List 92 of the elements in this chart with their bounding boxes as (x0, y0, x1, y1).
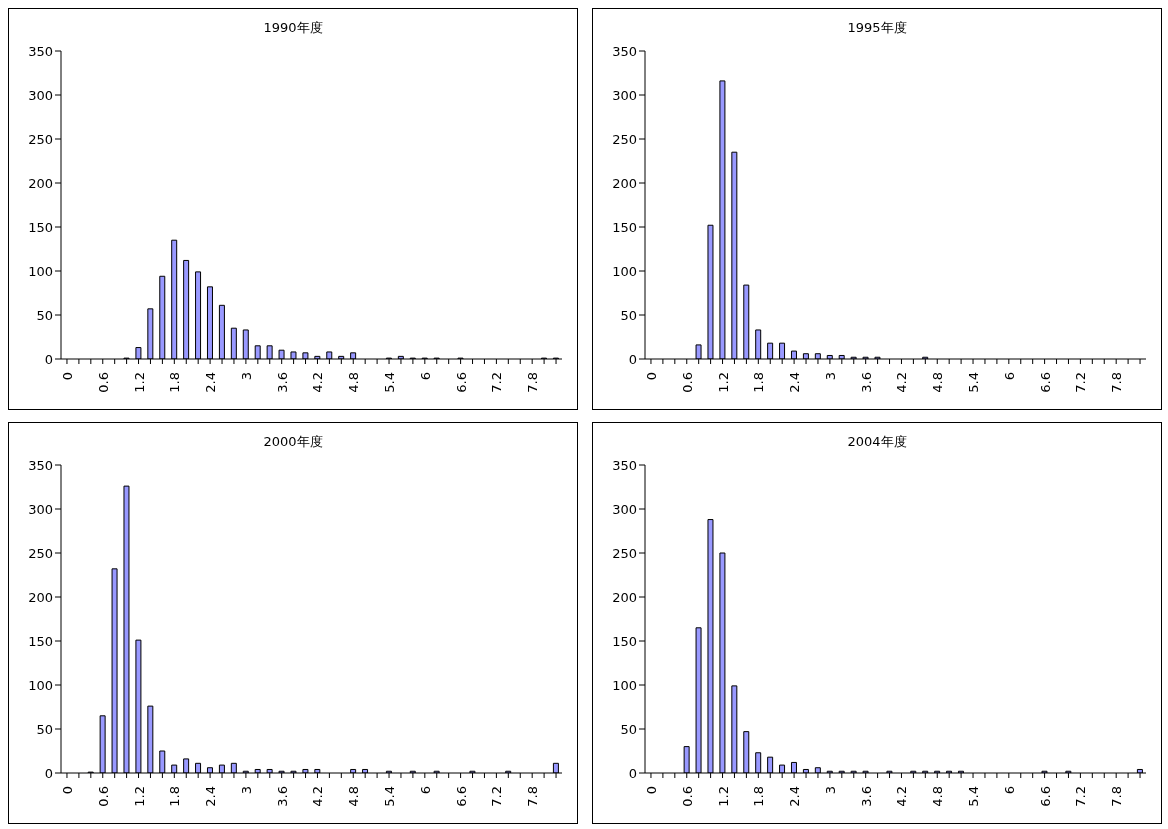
x-tick-label: 1.2 (131, 372, 147, 393)
x-tick-label: 4.8 (346, 372, 362, 393)
y-tick-label: 0 (44, 765, 53, 781)
x-tick-label: 2.4 (787, 372, 803, 393)
x-tick-label: 0.6 (95, 372, 111, 393)
x-tick-label: 0 (59, 372, 75, 381)
x-tick-label: 7.8 (1109, 786, 1125, 807)
x-tick-label: 3.6 (274, 786, 290, 807)
chart-title: 1990年度 (262, 19, 324, 37)
x-tick-label: 2.4 (787, 786, 803, 807)
y-tick-label: 150 (612, 219, 637, 235)
y-tick-label: 150 (612, 633, 637, 649)
x-tick-label: 5.4 (382, 372, 398, 393)
y-tick-label: 50 (620, 721, 637, 737)
x-tick-label: 6 (1001, 786, 1017, 795)
x-tick-label: 7.8 (1109, 372, 1125, 393)
x-tick-label: 0 (643, 372, 659, 381)
y-tick-label: 0 (44, 351, 53, 367)
x-tick-label: 6 (1001, 372, 1017, 381)
y-tick-label: 200 (612, 175, 637, 191)
y-tick-label: 50 (36, 307, 53, 323)
y-tick-label: 100 (612, 263, 637, 279)
x-tick-label: 6.6 (453, 786, 469, 807)
x-tick-label: 1.8 (167, 372, 183, 393)
x-tick-label: 3.6 (858, 786, 874, 807)
y-tick-label: 150 (28, 219, 53, 235)
x-tick-label: 7.2 (1073, 372, 1089, 393)
y-tick-label: 100 (28, 263, 53, 279)
y-tick-label: 100 (612, 677, 637, 693)
x-tick-label: 3 (238, 372, 254, 381)
x-tick-label: 4.2 (310, 786, 326, 807)
x-tick-label: 0.6 (679, 786, 695, 807)
y-tick-label: 350 (28, 43, 53, 59)
y-tick-label: 200 (612, 589, 637, 605)
x-tick-label: 6.6 (1037, 372, 1053, 393)
x-tick-label: 6 (417, 786, 433, 795)
x-tick-label: 4.8 (930, 786, 946, 807)
y-tick-label: 300 (612, 87, 637, 103)
y-tick-label: 350 (612, 457, 637, 473)
x-tick-label: 7.2 (489, 372, 505, 393)
x-tick-label: 7.8 (525, 786, 541, 807)
x-tick-label: 5.4 (966, 786, 982, 807)
x-tick-label: 2.4 (203, 372, 219, 393)
x-tick-label: 5.4 (382, 786, 398, 807)
y-tick-label: 250 (612, 131, 637, 147)
x-tick-label: 1.8 (751, 372, 767, 393)
x-tick-label: 3 (822, 786, 838, 795)
y-tick-label: 350 (612, 43, 637, 59)
y-tick-label: 0 (628, 351, 637, 367)
x-tick-label: 4.8 (346, 786, 362, 807)
x-tick-label: 0.6 (95, 786, 111, 807)
x-tick-label: 4.2 (310, 372, 326, 393)
y-tick-label: 50 (36, 721, 53, 737)
x-tick-label: 7.2 (1073, 786, 1089, 807)
y-tick-label: 150 (28, 633, 53, 649)
x-tick-label: 0 (643, 786, 659, 795)
x-tick-label: 2.4 (203, 786, 219, 807)
x-tick-label: 4.2 (894, 786, 910, 807)
y-tick-label: 250 (28, 545, 53, 561)
x-tick-label: 4.2 (894, 372, 910, 393)
x-tick-label: 3 (238, 786, 254, 795)
x-tick-label: 0.6 (679, 372, 695, 393)
y-tick-label: 300 (28, 87, 53, 103)
x-tick-label: 1.2 (715, 786, 731, 807)
x-tick-label: 1.2 (131, 786, 147, 807)
y-tick-label: 350 (28, 457, 53, 473)
x-tick-label: 7.2 (489, 786, 505, 807)
x-tick-label: 6 (417, 372, 433, 381)
chart-title: 2004年度 (846, 433, 908, 451)
x-tick-label: 6.6 (1037, 786, 1053, 807)
y-tick-label: 0 (628, 765, 637, 781)
chart-title: 2000年度 (262, 433, 324, 451)
y-tick-label: 250 (612, 545, 637, 561)
y-tick-label: 100 (28, 677, 53, 693)
y-tick-label: 300 (28, 501, 53, 517)
y-tick-label: 250 (28, 131, 53, 147)
y-tick-label: 300 (612, 501, 637, 517)
y-tick-label: 50 (620, 307, 637, 323)
x-tick-label: 1.8 (751, 786, 767, 807)
x-tick-label: 3.6 (858, 372, 874, 393)
x-tick-label: 3.6 (274, 372, 290, 393)
chart-title: 1995年度 (846, 19, 908, 37)
x-tick-label: 3 (822, 372, 838, 381)
x-tick-label: 6.6 (453, 372, 469, 393)
x-tick-label: 0 (59, 786, 75, 795)
x-tick-label: 4.8 (930, 372, 946, 393)
x-tick-label: 5.4 (966, 372, 982, 393)
x-tick-label: 1.2 (715, 372, 731, 393)
x-tick-label: 1.8 (167, 786, 183, 807)
x-tick-label: 7.8 (525, 372, 541, 393)
y-tick-label: 200 (28, 589, 53, 605)
y-tick-label: 200 (28, 175, 53, 191)
